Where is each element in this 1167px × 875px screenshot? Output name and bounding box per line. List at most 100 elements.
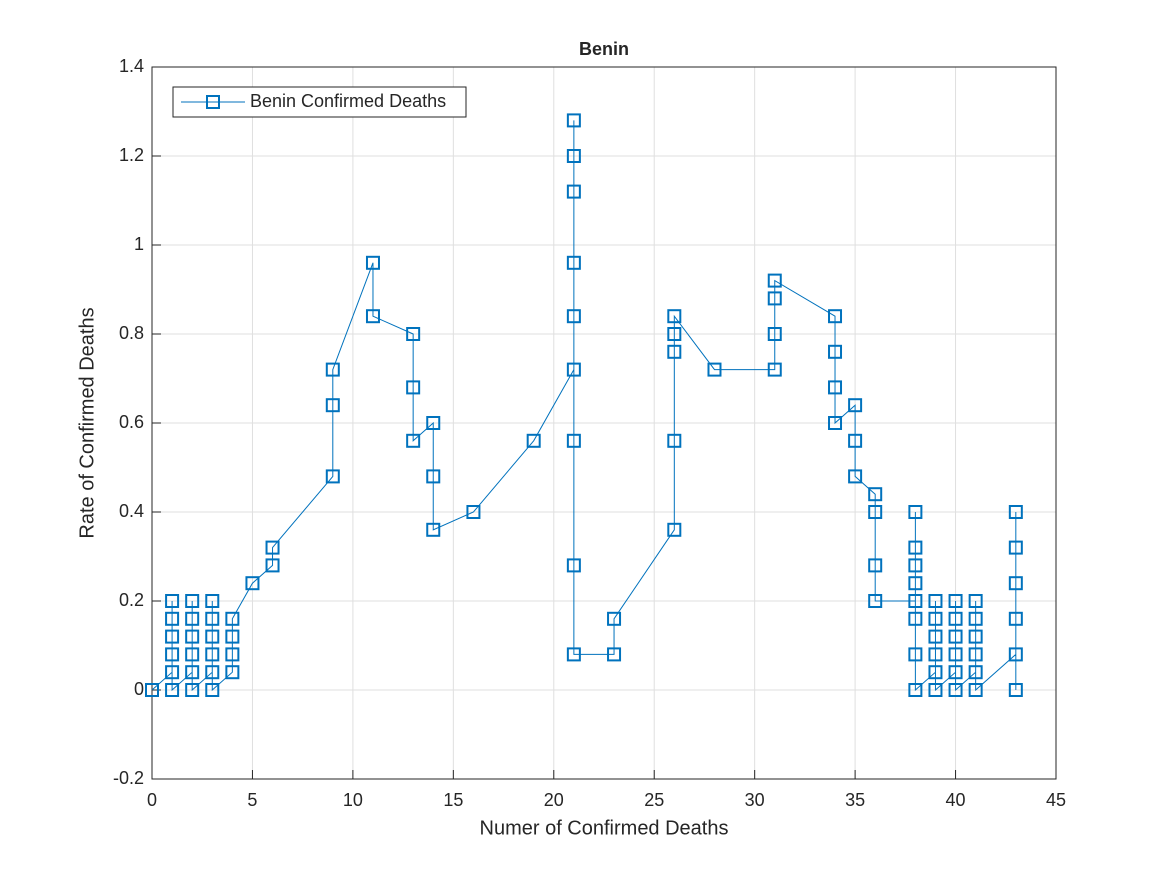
marker [566, 362, 581, 377]
marker [1008, 611, 1023, 626]
marker [828, 416, 843, 430]
marker [968, 611, 983, 626]
marker [205, 594, 220, 608]
marker [607, 611, 622, 626]
marker [365, 255, 380, 270]
marker [225, 647, 240, 662]
marker [225, 629, 240, 644]
marker [406, 327, 421, 341]
marker [566, 647, 581, 662]
marker [928, 611, 943, 626]
marker [185, 611, 200, 626]
marker [426, 522, 441, 537]
marker [245, 576, 260, 591]
marker [948, 611, 963, 626]
marker [265, 540, 280, 555]
x-tick-label: 20 [544, 790, 564, 810]
x-axis-label: Numer of Confirmed Deaths [480, 817, 729, 839]
marker [868, 505, 883, 519]
marker [908, 576, 923, 591]
marker [165, 594, 180, 608]
x-tick-label: 40 [946, 790, 966, 810]
marker [566, 309, 581, 324]
marker [426, 416, 441, 430]
marker [908, 558, 923, 573]
marker [928, 629, 943, 644]
marker [526, 433, 541, 448]
marker [948, 647, 963, 662]
marker [205, 629, 220, 644]
marker [566, 184, 581, 199]
x-tick-label: 5 [247, 790, 257, 810]
marker [767, 362, 782, 377]
marker [667, 433, 682, 448]
x-tick-label: 0 [147, 790, 157, 810]
marker [225, 611, 240, 626]
marker [848, 398, 863, 413]
y-tick-label: 0.8 [119, 323, 144, 343]
marker [406, 433, 421, 448]
marker [205, 665, 220, 680]
marker [968, 647, 983, 662]
legend-label: Benin Confirmed Deaths [250, 91, 446, 111]
marker [968, 665, 983, 680]
marker [1008, 647, 1023, 662]
plot-frame [151, 66, 1057, 780]
marker [948, 594, 963, 608]
marker [928, 665, 943, 680]
marker [667, 522, 682, 537]
marker [406, 380, 421, 395]
marker [828, 309, 843, 324]
marker [185, 629, 200, 644]
marker [325, 469, 340, 484]
marker [968, 629, 983, 644]
marker [948, 665, 963, 680]
marker [185, 665, 200, 680]
marker [566, 558, 581, 573]
x-tick-label: 30 [745, 790, 765, 810]
marker [868, 487, 883, 502]
marker [767, 291, 782, 306]
marker [908, 505, 923, 519]
marker [948, 683, 963, 697]
marker [165, 647, 180, 662]
marker [185, 683, 200, 697]
legend-marker [206, 95, 220, 109]
marker [325, 362, 340, 377]
y-tick-label: 1.4 [119, 56, 144, 76]
marker [185, 647, 200, 662]
marker [767, 273, 782, 288]
marker [928, 594, 943, 608]
x-tick-label: 45 [1046, 790, 1066, 810]
marker [1008, 683, 1023, 697]
marker [968, 683, 983, 697]
y-tick-label: 0.2 [119, 590, 144, 610]
marker [767, 327, 782, 341]
x-tick-label: 25 [644, 790, 664, 810]
y-tick-label: 0.4 [119, 501, 144, 521]
marker [828, 344, 843, 359]
x-tick-label: 35 [845, 790, 865, 810]
marker [165, 611, 180, 626]
marker [868, 594, 883, 608]
marker [667, 327, 682, 341]
marker [908, 594, 923, 608]
marker [667, 309, 682, 324]
marker [165, 665, 180, 680]
marker [908, 611, 923, 626]
y-tick-label: -0.2 [113, 768, 144, 788]
chart-title: Benin [579, 39, 629, 59]
marker [225, 665, 240, 680]
marker [707, 362, 722, 377]
marker [968, 594, 983, 608]
marker [928, 683, 943, 697]
marker [908, 647, 923, 662]
marker [1008, 540, 1023, 555]
marker [466, 505, 481, 519]
y-tick-label: 0 [134, 679, 144, 699]
marker [908, 683, 923, 697]
marker [928, 647, 943, 662]
series-line [151, 120, 1017, 692]
